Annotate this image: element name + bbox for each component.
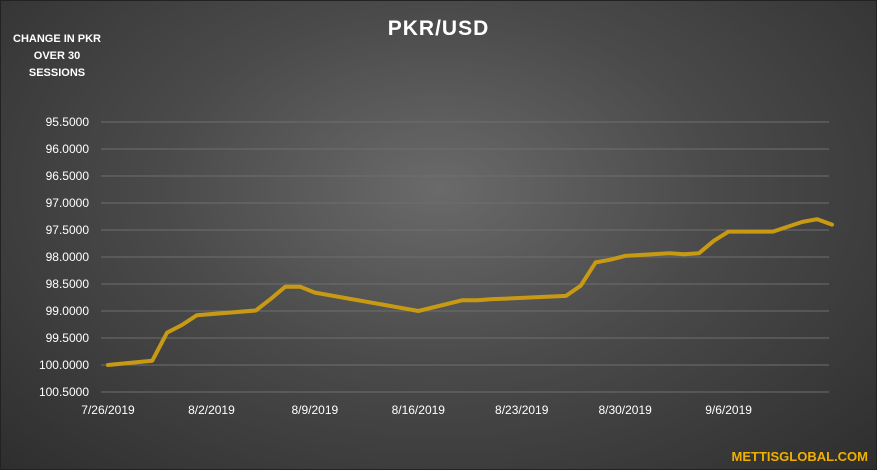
data-point [682,252,686,256]
data-point [195,313,199,317]
data-point [165,331,169,335]
y-tick-label: 98.5000 [46,277,90,291]
data-point [283,285,287,289]
data-point [608,258,612,262]
x-tick-label: 8/2/2019 [188,403,235,417]
data-point [150,359,154,363]
data-point [254,308,258,312]
data-point [800,220,804,224]
x-tick-label: 8/30/2019 [598,403,652,417]
data-point [579,284,583,288]
data-point [564,294,568,298]
data-point [697,251,701,255]
x-tick-label: 7/26/2019 [81,403,135,417]
data-point [771,230,775,234]
y-tick-label: 96.5000 [46,169,90,183]
data-point [402,306,406,310]
y-tick-label: 95.5000 [46,115,90,129]
y-tick-label: 97.5000 [46,223,90,237]
data-point [623,254,627,258]
x-tick-label: 8/9/2019 [291,403,338,417]
brand-watermark: METTISGLOBAL.COM [731,449,869,464]
data-point [416,309,420,313]
data-point [727,230,731,234]
data-point [298,285,302,289]
data-point [505,297,509,301]
data-point [106,363,110,367]
x-tick-label: 9/6/2019 [705,403,752,417]
x-tick-label: 8/23/2019 [495,403,549,417]
x-tick-label: 8/16/2019 [392,403,446,417]
y-tick-label: 96.0000 [46,142,90,156]
y-tick-label: 99.0000 [46,304,90,318]
data-point [475,298,479,302]
y-tick-label: 97.0000 [46,196,90,210]
data-point [269,297,273,301]
y-tick-label: 100.5000 [39,385,89,399]
data-point [313,291,317,295]
data-point [830,223,834,227]
y-tick-label: 100.0000 [39,358,89,372]
y-tick-label: 99.5000 [46,331,90,345]
data-point [594,260,598,264]
y-tick-label: 98.0000 [46,250,90,264]
data-point [712,239,716,243]
y-axis-title: CHANGE IN PKR OVER 30 SESSIONS [13,33,102,79]
data-point [815,217,819,221]
series-line [106,217,834,367]
data-point [461,298,465,302]
data-point [490,297,494,301]
chart-title: PKR/USD [387,17,490,40]
data-point [180,323,184,327]
data-point [667,251,671,255]
